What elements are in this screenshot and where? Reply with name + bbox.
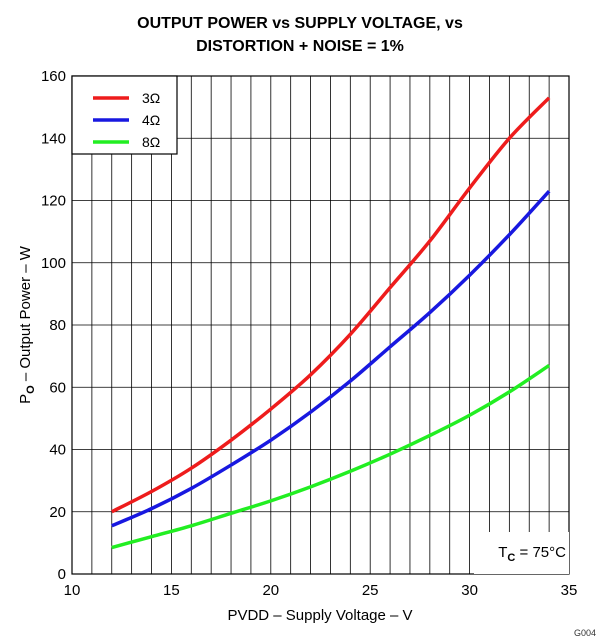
figure-id: G004 [574,628,596,638]
x-tick-label: 10 [64,582,81,599]
y-tick-label: 0 [58,566,66,583]
chart-title-line2: DISTORTION + NOISE = 1% [196,38,404,55]
x-axis-label: PVDD – Supply Voltage – V [227,607,412,624]
y-tick-label: 160 [41,68,66,85]
y-tick-label: 40 [49,442,66,459]
x-tick-label: 30 [461,582,478,599]
annotation-background [474,532,569,574]
data-series [110,96,551,550]
y-tick-label: 100 [41,255,66,272]
grid [72,76,569,574]
tick-labels: 10 15 20 25 30 35 0 20 40 60 80 100 120 140 160 [41,68,577,599]
plot-area [71,75,570,575]
x-tick-label: 25 [362,582,379,599]
y-tick-label: 120 [41,193,66,210]
y-axis-label: PO – Output Power – W [17,245,37,404]
annotation-text: TC = 75°C [498,544,566,564]
series-line-2 [111,364,551,550]
legend: 3Ω 4Ω 8Ω [71,75,178,155]
legend-label-3ohm: 3Ω [142,90,160,106]
y-tick-label: 20 [49,504,66,521]
x-tick-label: 15 [163,582,180,599]
y-tick-label: 140 [41,130,66,147]
legend-label-4ohm: 4Ω [142,112,160,128]
y-tick-label: 80 [49,317,66,334]
x-tick-label: 35 [561,582,578,599]
x-tick-label: 20 [262,582,279,599]
series-line-1 [111,189,551,528]
chart-title-line1: OUTPUT POWER vs SUPPLY VOLTAGE, vs [137,15,463,32]
legend-label-8ohm: 8Ω [142,134,160,150]
series-line-0 [110,96,551,514]
y-tick-label: 60 [49,379,66,396]
temperature-annotation: TC = 75°C [474,532,569,574]
